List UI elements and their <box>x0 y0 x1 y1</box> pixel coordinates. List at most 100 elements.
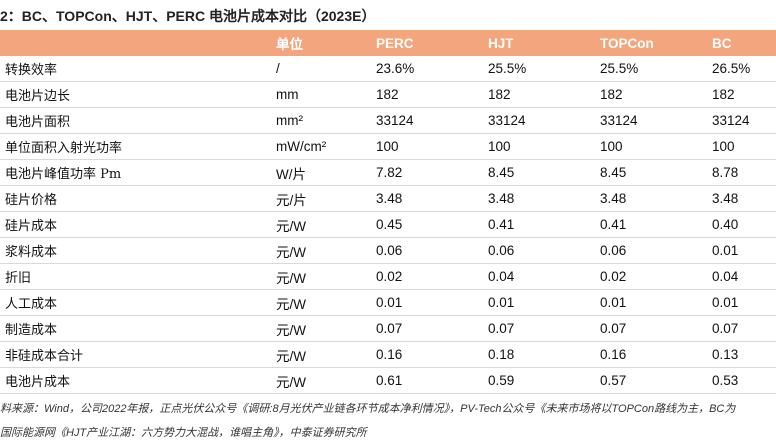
cell: 8.78 <box>712 159 776 186</box>
cell: 0.04 <box>712 263 776 290</box>
cell: 23.6% <box>376 56 488 82</box>
cell: 元/W <box>276 289 376 316</box>
row-label: 电池片面积 <box>0 107 276 134</box>
header-cell: TOPCon <box>600 30 712 56</box>
cell: 33124 <box>712 107 776 134</box>
cell: 0.18 <box>488 341 600 368</box>
table-row: 电池片峰值功率 Pm W/片 7.82 8.45 8.45 8.78 <box>0 159 776 186</box>
cell: 0.01 <box>376 289 488 316</box>
header-cell <box>0 30 276 56</box>
cell: 0.02 <box>600 263 712 290</box>
cell: 0.01 <box>600 289 712 316</box>
row-label: 制造成本 <box>0 315 276 342</box>
row-label: 电池片峰值功率 Pm <box>0 159 276 186</box>
table-row: 人工成本 元/W 0.01 0.01 0.01 0.01 <box>0 289 776 316</box>
cost-table: 单位 PERC HJT TOPCon BC 转换效率/23.6% 25.5% 25.5% 26… <box>0 30 776 394</box>
table-row: 硅片成本 元/W 0.45 0.41 0.41 0.40 <box>0 211 776 238</box>
cell: 0.01 <box>488 289 600 316</box>
row-label: 硅片成本 <box>0 211 276 238</box>
row-label: 人工成本 <box>0 289 276 316</box>
source-note: 国际能源网《HJT产业江湖：六方势力大混战，谁唱主角》，中泰证券研究所 <box>0 427 367 439</box>
header-row: 单位 PERC HJT TOPCon BC <box>0 30 776 56</box>
cell: 0.02 <box>376 263 488 290</box>
cell: 25.5% <box>600 56 712 82</box>
table-row: 电池片面积 mm² 33124 33124 33124 33124 <box>0 107 776 134</box>
header-cell: PERC <box>376 30 488 56</box>
row-label: 转换效率 <box>0 56 276 82</box>
cell: mm² <box>276 107 376 134</box>
cell: 0.13 <box>712 341 776 368</box>
cell: 0.07 <box>600 315 712 342</box>
cell: 33124 <box>600 107 712 134</box>
cell: 元/W <box>276 315 376 342</box>
table-row: 硅片价格 元/片 3.48 3.48 3.48 3.48 <box>0 185 776 212</box>
cell: 100 <box>600 133 712 160</box>
cell: 元/W <box>276 237 376 264</box>
cell: 100 <box>712 133 776 160</box>
row-label: 单位面积入射光功率 <box>0 133 276 160</box>
row-label: 折旧 <box>0 263 276 290</box>
row-label: 浆料成本 <box>0 237 276 264</box>
table-row: 电池片成本 元/W 0.61 0.59 0.57 0.53 <box>0 367 776 394</box>
table-row: 单位面积入射光功率 mW/cm² 100 100 100 100 <box>0 133 776 160</box>
row-label: 电池片成本 <box>0 367 276 394</box>
header-cell: HJT <box>488 30 600 56</box>
table-row: 制造成本 元/W 0.07 0.07 0.07 0.07 <box>0 315 776 342</box>
cell: 8.45 <box>488 159 600 186</box>
cell: 8.45 <box>600 159 712 186</box>
cell: mW/cm² <box>276 133 376 160</box>
header-cell: 单位 <box>276 30 376 56</box>
cell: 0.59 <box>488 367 600 394</box>
cell: 7.82 <box>376 159 488 186</box>
cell: 3.48 <box>712 185 776 212</box>
cell: 182 <box>712 81 776 108</box>
cell: 0.45 <box>376 211 488 238</box>
cell: 0.01 <box>712 289 776 316</box>
row-label: 非硅成本合计 <box>0 341 276 368</box>
cell: 3.48 <box>376 185 488 212</box>
cell: 元/W <box>276 263 376 290</box>
cell: 0.04 <box>488 263 600 290</box>
header-cell: BC <box>712 30 776 56</box>
cell: 0.41 <box>600 211 712 238</box>
cell: 元/W <box>276 341 376 368</box>
title: 2：BC、TOPCon、HJT、PERC 电池片成本对比（2023E） <box>0 8 376 24</box>
cell: 0.06 <box>376 237 488 264</box>
cell: 0.16 <box>376 341 488 368</box>
cell: 元/W <box>276 211 376 238</box>
cell: 25.5% <box>488 56 600 82</box>
cell: 0.53 <box>712 367 776 394</box>
cell: W/片 <box>276 159 376 186</box>
table-row: 折旧 元/W 0.02 0.04 0.02 0.04 <box>0 263 776 290</box>
table-body: 转换效率/23.6% 25.5% 25.5% 26.5% 电池片边长 mm 182 182 18… <box>0 56 776 394</box>
cell: mm <box>276 81 376 108</box>
cell: 3.48 <box>600 185 712 212</box>
cell: 元/W <box>276 367 376 394</box>
cell: 33124 <box>376 107 488 134</box>
row-label: 电池片边长 <box>0 81 276 108</box>
cell: 100 <box>376 133 488 160</box>
table-row: 非硅成本合计 元/W 0.16 0.18 0.16 0.13 <box>0 341 776 368</box>
cell: 100 <box>488 133 600 160</box>
row-label: 硅片价格 <box>0 185 276 212</box>
cell: 元/片 <box>276 185 376 212</box>
cell: 182 <box>376 81 488 108</box>
cell: 182 <box>600 81 712 108</box>
cell: 0.07 <box>376 315 488 342</box>
cell: 0.06 <box>600 237 712 264</box>
cell: 26.5% <box>712 56 776 82</box>
table-row: 转换效率/23.6% 25.5% 25.5% 26.5% <box>0 56 776 82</box>
cell: 3.48 <box>488 185 600 212</box>
cell: 0.07 <box>488 315 600 342</box>
cell: 33124 <box>488 107 600 134</box>
cell: 0.01 <box>712 237 776 264</box>
cell: 0.61 <box>376 367 488 394</box>
cell: 0.16 <box>600 341 712 368</box>
cell: 0.57 <box>600 367 712 394</box>
table-row: 浆料成本 元/W 0.06 0.06 0.06 0.01 <box>0 237 776 264</box>
cell: / <box>276 56 376 82</box>
cell: 182 <box>488 81 600 108</box>
cell: 0.40 <box>712 211 776 238</box>
cell: 0.06 <box>488 237 600 264</box>
